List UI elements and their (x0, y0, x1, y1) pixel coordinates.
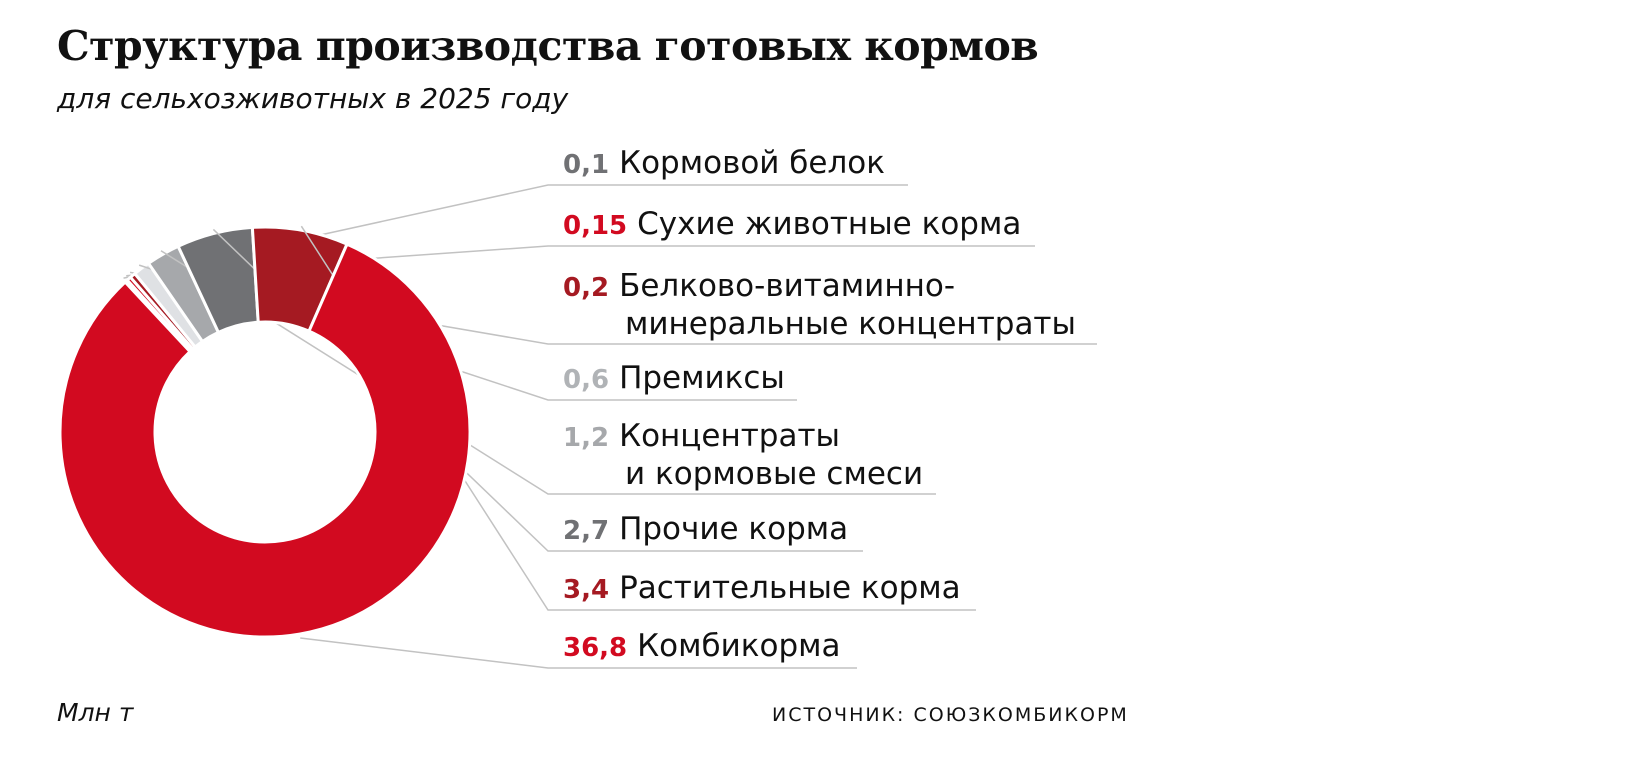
slice-category: Сухие животные корма (637, 206, 1022, 242)
slice-category: Кормовой белок (619, 145, 885, 181)
slice-category: Прочие корма (619, 511, 849, 547)
leader-line (160, 250, 936, 495)
donut-slice (58, 242, 472, 639)
slice-category: минеральные концентраты (625, 306, 1076, 342)
slice-value: 0,6 (563, 365, 610, 395)
slice-category: Растительные корма (619, 570, 961, 606)
slice-label: 0,6 Премиксы (563, 360, 785, 398)
slice-label: 36,8 Комбикорма (563, 628, 841, 666)
slice-label: 0,2 Белково-витаминно-минеральные концент… (563, 268, 1076, 342)
slice-value: 0,15 (563, 211, 628, 241)
slice-value: 1,2 (563, 423, 610, 453)
slice-category: Комбикорма (637, 628, 841, 664)
slice-label: 0,1 Кормовой белок (563, 145, 885, 183)
slice-label: 2,7 Прочие корма (563, 511, 848, 549)
slice-category: Белково-витаминно- (619, 268, 956, 304)
slice-value: 0,1 (563, 150, 610, 180)
slice-label: 3,4 Растительные корма (563, 570, 961, 608)
slice-value: 36,8 (563, 633, 628, 663)
slice-label: 0,15 Сухие животные корма (563, 206, 1021, 244)
leader-line (300, 637, 857, 669)
source-note: ИСТОЧНИК: СОЮЗКОМБИКОРМ (772, 704, 1129, 726)
unit-label: Млн т (57, 698, 134, 727)
slice-category: Премиксы (619, 360, 785, 396)
slice-category: Концентраты (619, 418, 841, 454)
slice-category: и кормовые смеси (625, 456, 924, 492)
slice-label: 1,2 Концентраты и кормовые смеси (563, 418, 923, 492)
slice-value: 0,2 (563, 273, 610, 303)
slice-value: 3,4 (563, 575, 610, 605)
chart-title: Структура производства готовых кормов (57, 22, 1039, 70)
chart-subtitle: для сельхозживотных в 2025 году (57, 82, 569, 115)
slice-value: 2,7 (563, 516, 610, 546)
